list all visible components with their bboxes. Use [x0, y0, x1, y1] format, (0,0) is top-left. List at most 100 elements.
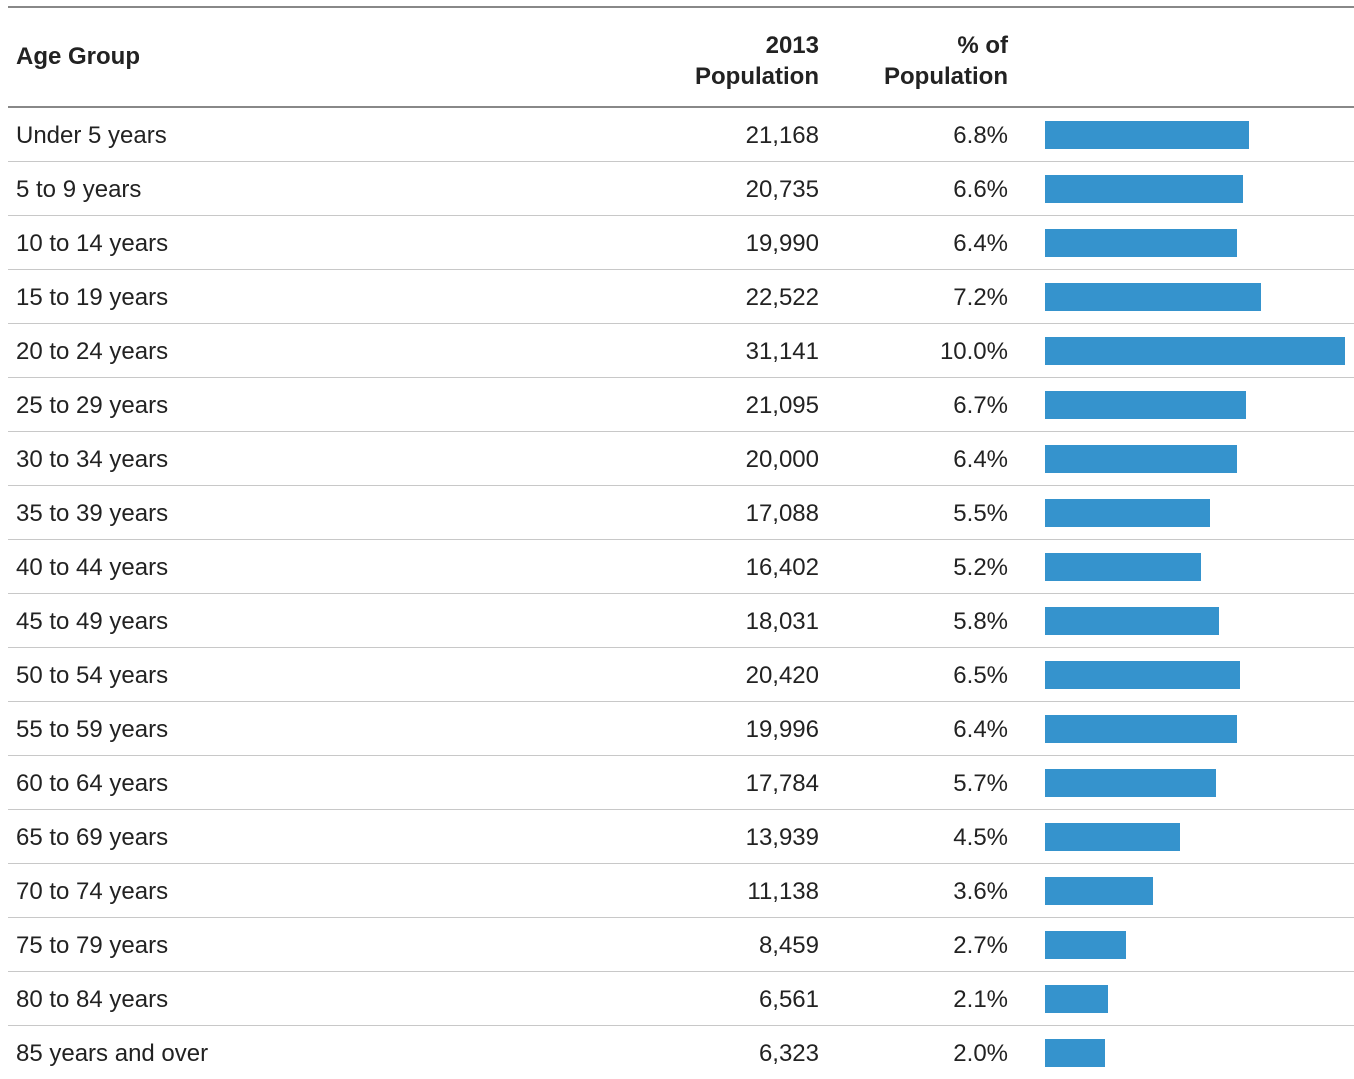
age-group-cell: 75 to 79 years: [16, 932, 169, 959]
age-group-cell: 80 to 84 years: [16, 986, 169, 1013]
table-row: 55 to 59 years 19,996 6.4%: [8, 702, 1354, 756]
population-table: Age Group 2013 Population % of Populatio…: [8, 6, 1354, 1079]
population-cell: 18,031: [745, 608, 819, 635]
table-row: 30 to 34 years 20,000 6.4%: [8, 432, 1354, 486]
percent-cell: 5.7%: [953, 770, 1008, 797]
population-cell: 6,561: [758, 986, 819, 1013]
age-group-cell: 25 to 29 years: [16, 392, 169, 419]
table-row: 85 years and over 6,323 2.0%: [8, 1026, 1354, 1079]
population-cell: 20,735: [745, 176, 819, 203]
percent-bar: [1045, 391, 1246, 419]
percent-bar: [1045, 661, 1240, 689]
population-cell: 13,939: [745, 824, 819, 851]
percent-cell: 6.6%: [953, 176, 1008, 203]
population-cell: 17,088: [745, 500, 819, 527]
header-age-group: Age Group: [16, 43, 140, 70]
age-group-cell: 55 to 59 years: [16, 716, 169, 743]
population-cell: 21,168: [745, 122, 819, 149]
percent-bar: [1045, 499, 1210, 527]
table-row: 5 to 9 years 20,735 6.6%: [8, 162, 1354, 216]
population-cell: 6,323: [758, 1040, 819, 1067]
table-row: 70 to 74 years 11,138 3.6%: [8, 864, 1354, 918]
population-cell: 31,141: [745, 338, 819, 365]
percent-cell: 6.7%: [953, 392, 1008, 419]
percent-cell: 6.5%: [953, 662, 1008, 689]
table-row: 50 to 54 years 20,420 6.5%: [8, 648, 1354, 702]
table-row: 10 to 14 years 19,990 6.4%: [8, 216, 1354, 270]
table-row: Under 5 years 21,168 6.8%: [8, 108, 1354, 162]
percent-cell: 7.2%: [953, 284, 1008, 311]
population-cell: 16,402: [745, 554, 819, 581]
age-group-cell: 15 to 19 years: [16, 284, 169, 311]
table-row: 25 to 29 years 21,095 6.7%: [8, 378, 1354, 432]
percent-cell: 5.2%: [953, 554, 1008, 581]
table-header: Age Group 2013 Population % of Populatio…: [8, 8, 1354, 108]
header-percent-line2: Population: [884, 63, 1008, 90]
table-row: 60 to 64 years 17,784 5.7%: [8, 756, 1354, 810]
percent-bar: [1045, 445, 1237, 473]
population-cell: 20,420: [745, 662, 819, 689]
population-cell: 11,138: [747, 878, 819, 905]
age-group-cell: 50 to 54 years: [16, 662, 169, 689]
percent-cell: 6.4%: [953, 716, 1008, 743]
percent-cell: 6.4%: [953, 446, 1008, 473]
population-cell: 20,000: [745, 446, 819, 473]
table-row: 40 to 44 years 16,402 5.2%: [8, 540, 1354, 594]
table-row: 80 to 84 years 6,561 2.1%: [8, 972, 1354, 1026]
table-row: 65 to 69 years 13,939 4.5%: [8, 810, 1354, 864]
percent-bar: [1045, 715, 1237, 743]
percent-bar: [1045, 175, 1243, 203]
percent-bar: [1045, 229, 1237, 257]
percent-cell: 4.5%: [953, 824, 1008, 851]
percent-cell: 6.4%: [953, 230, 1008, 257]
age-group-cell: 30 to 34 years: [16, 446, 169, 473]
age-group-cell: 70 to 74 years: [16, 878, 169, 905]
percent-cell: 6.8%: [953, 122, 1008, 149]
age-group-cell: 85 years and over: [16, 1040, 209, 1067]
percent-bar: [1045, 931, 1126, 959]
percent-cell: 3.6%: [953, 878, 1008, 905]
age-group-cell: 65 to 69 years: [16, 824, 169, 851]
population-cell: 19,990: [745, 230, 819, 257]
percent-cell: 2.0%: [953, 1040, 1008, 1067]
age-group-cell: Under 5 years: [16, 122, 167, 149]
percent-bar: [1045, 283, 1261, 311]
population-cell: 19,996: [745, 716, 819, 743]
table-row: 15 to 19 years 22,522 7.2%: [8, 270, 1354, 324]
population-cell: 17,784: [745, 770, 819, 797]
percent-bar: [1045, 607, 1219, 635]
table-row: 20 to 24 years 31,141 10.0%: [8, 324, 1354, 378]
percent-cell: 2.7%: [953, 932, 1008, 959]
table-row: 45 to 49 years 18,031 5.8%: [8, 594, 1354, 648]
percent-bar: [1045, 823, 1180, 851]
age-group-cell: 20 to 24 years: [16, 338, 169, 365]
age-group-cell: 60 to 64 years: [16, 770, 169, 797]
percent-bar: [1045, 877, 1153, 905]
header-population-line1: 2013: [765, 32, 819, 59]
table-row: 75 to 79 years 8,459 2.7%: [8, 918, 1354, 972]
age-group-cell: 40 to 44 years: [16, 554, 169, 581]
age-group-cell: 35 to 39 years: [16, 500, 169, 527]
percent-bar: [1045, 553, 1201, 581]
age-group-cell: 45 to 49 years: [16, 608, 169, 635]
percent-cell: 10.0%: [939, 338, 1008, 365]
population-cell: 8,459: [758, 932, 819, 959]
percent-cell: 2.1%: [953, 986, 1008, 1013]
percent-bar: [1045, 337, 1345, 365]
header-percent: % of Population: [884, 30, 1008, 92]
population-cell: 22,522: [745, 284, 819, 311]
header-percent-line1: % of: [957, 32, 1008, 59]
header-population: 2013 Population: [695, 30, 819, 92]
age-group-cell: 10 to 14 years: [16, 230, 169, 257]
table-body: Under 5 years 21,168 6.8% 5 to 9 years 20,73…: [8, 108, 1354, 1079]
percent-bar: [1045, 121, 1249, 149]
table-row: 35 to 39 years 17,088 5.5%: [8, 486, 1354, 540]
percent-bar: [1045, 985, 1108, 1013]
percent-bar: [1045, 1039, 1105, 1067]
age-group-cell: 5 to 9 years: [16, 176, 142, 203]
header-population-line2: Population: [695, 63, 819, 90]
population-cell: 21,095: [745, 392, 819, 419]
percent-cell: 5.8%: [953, 608, 1008, 635]
percent-cell: 5.5%: [953, 500, 1008, 527]
percent-bar: [1045, 769, 1216, 797]
